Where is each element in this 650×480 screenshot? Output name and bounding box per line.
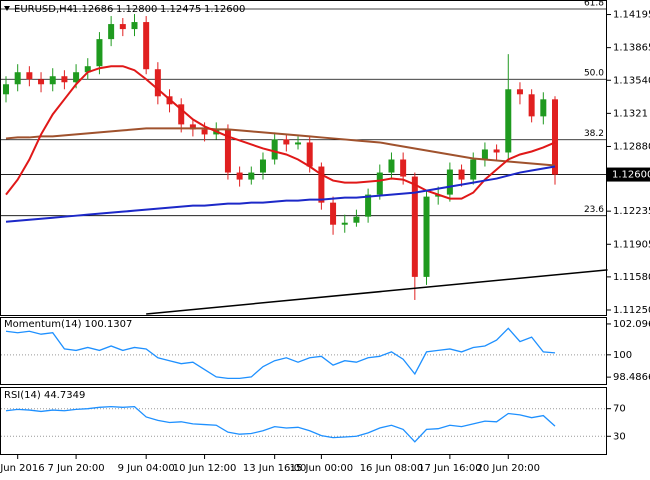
- indicator-line: [5, 327, 556, 380]
- candle-body: [365, 194, 372, 217]
- x-tick-label: 10 Jun 12:00: [173, 463, 237, 474]
- x-tick-label: 20 Jun 20:00: [477, 463, 541, 474]
- candle-body: [388, 159, 395, 173]
- candle-body: [376, 172, 383, 195]
- candle-body: [201, 129, 208, 135]
- y-tick-label: 1.12880: [613, 141, 650, 152]
- y-tick-label: 1.11580: [613, 272, 650, 283]
- ohlc-value: 1.12686: [72, 4, 113, 15]
- candle-body: [505, 89, 512, 153]
- y-tick-label: 102.0969: [613, 319, 650, 330]
- collapse-arrow: [4, 6, 10, 11]
- candle-body: [552, 99, 558, 175]
- candle-body: [154, 69, 161, 97]
- y-tick-label: 1.1321: [613, 108, 648, 119]
- moving-average: [5, 127, 556, 167]
- candle-body: [318, 166, 325, 203]
- y-tick-label: 1.14195: [613, 10, 650, 21]
- x-tick-label: 6 Jun 2016: [0, 463, 45, 474]
- fib-label: 50.0: [584, 69, 604, 79]
- y-tick-label: 98.4866: [613, 372, 650, 383]
- y-tick-label: 1.11905: [613, 239, 650, 250]
- x-tick-label: 17 Jun 16:00: [418, 463, 482, 474]
- main-panel: [0, 0, 607, 316]
- fib-label: 23.6: [584, 205, 604, 215]
- last-price-label: 1.12600: [612, 170, 650, 181]
- candle-body: [84, 66, 91, 73]
- indicator-line: [5, 405, 556, 443]
- candle-body: [49, 76, 56, 85]
- ohlc-value: 1.12800: [116, 4, 157, 15]
- moving-average: [5, 65, 556, 200]
- candle-body: [38, 79, 45, 85]
- candle-body: [73, 72, 80, 83]
- candle-body: [119, 24, 126, 30]
- y-tick-label: 30: [613, 431, 626, 442]
- candle-body: [341, 222, 348, 225]
- candle-body: [423, 196, 430, 277]
- candle-body: [540, 99, 547, 117]
- candle-body: [528, 94, 535, 117]
- x-tick-label: 15 Jun 00:00: [290, 463, 354, 474]
- rsi-title: RSI(14) 44.7349: [4, 390, 85, 401]
- y-tick-label: 1.13865: [613, 43, 650, 54]
- moving-average: [5, 165, 556, 223]
- candle-body: [224, 129, 231, 173]
- candle-body: [353, 216, 360, 223]
- candle-body: [481, 149, 488, 160]
- candle-body: [26, 72, 33, 80]
- candle-body: [283, 139, 290, 145]
- ohlc-value: 1.12600: [204, 4, 245, 15]
- candle-body: [295, 142, 302, 145]
- candle-body: [108, 24, 115, 40]
- candle-body: [271, 139, 278, 160]
- x-tick-label: 7 Jun 20:00: [47, 463, 104, 474]
- candle-body: [493, 149, 500, 153]
- symbol: EURUSD,H4: [14, 4, 73, 15]
- x-tick-label: 9 Jun 04:00: [118, 463, 175, 474]
- ohlc-value: 1.12475: [160, 4, 201, 15]
- candle-body: [470, 159, 477, 180]
- momentum-title: Momentum(14) 100.1307: [4, 319, 132, 330]
- y-tick-label: 100: [613, 350, 632, 361]
- candle-body: [3, 84, 9, 95]
- candle-body: [96, 39, 103, 67]
- fib-label: 38.2: [584, 129, 604, 139]
- y-tick-label: 1.12235: [613, 206, 650, 217]
- candle-body: [131, 22, 138, 30]
- rsi-panel: [0, 387, 607, 455]
- candle-body: [236, 172, 243, 180]
- candle-body: [330, 202, 337, 225]
- y-tick-label: 70: [613, 404, 626, 415]
- candle-body: [189, 124, 196, 130]
- last-price-box: [607, 167, 650, 182]
- candle-body: [446, 169, 453, 195]
- candle-body: [248, 172, 255, 180]
- x-tick-label: 16 Jun 08:00: [360, 463, 424, 474]
- candle-body: [143, 22, 150, 70]
- trendline: [146, 269, 608, 315]
- momentum-panel: [0, 317, 607, 385]
- candle-body: [14, 72, 21, 85]
- candle-body: [458, 169, 465, 180]
- candle-body: [178, 104, 185, 125]
- y-tick-label: 1.11250: [613, 305, 650, 316]
- fib-label: 61.8: [584, 0, 604, 9]
- candle-body: [306, 142, 313, 167]
- x-tick-label: 13 Jun 16:00: [243, 463, 307, 474]
- candle-body: [259, 159, 266, 173]
- candle-body: [516, 89, 523, 95]
- candle-body: [411, 176, 418, 277]
- candle-body: [61, 76, 68, 83]
- y-tick-label: 1.13540: [613, 75, 650, 86]
- candle-body: [400, 159, 407, 177]
